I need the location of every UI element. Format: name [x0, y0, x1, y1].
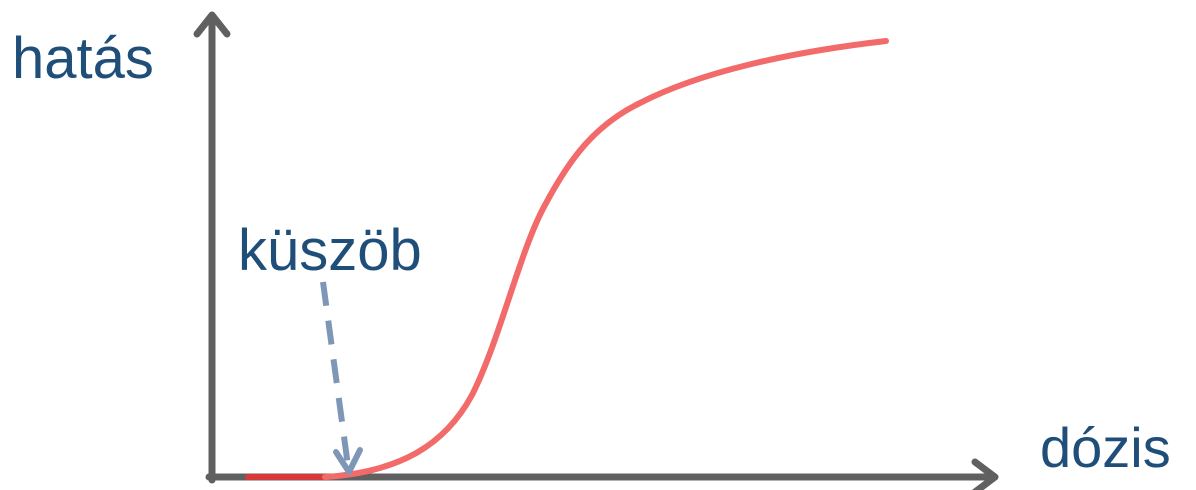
y-axis	[193, 11, 231, 484]
threshold-label: küszöb	[238, 218, 422, 283]
dose-response-curve	[322, 38, 889, 480]
x-axis-label: dózis	[1040, 416, 1171, 479]
y-axis-label: hatás	[12, 26, 154, 91]
y-axis-arrowhead	[193, 11, 231, 38]
x-axis-arrowhead	[971, 458, 999, 490]
threshold-arrowhead	[333, 447, 363, 475]
threshold-arrow	[320, 281, 363, 475]
